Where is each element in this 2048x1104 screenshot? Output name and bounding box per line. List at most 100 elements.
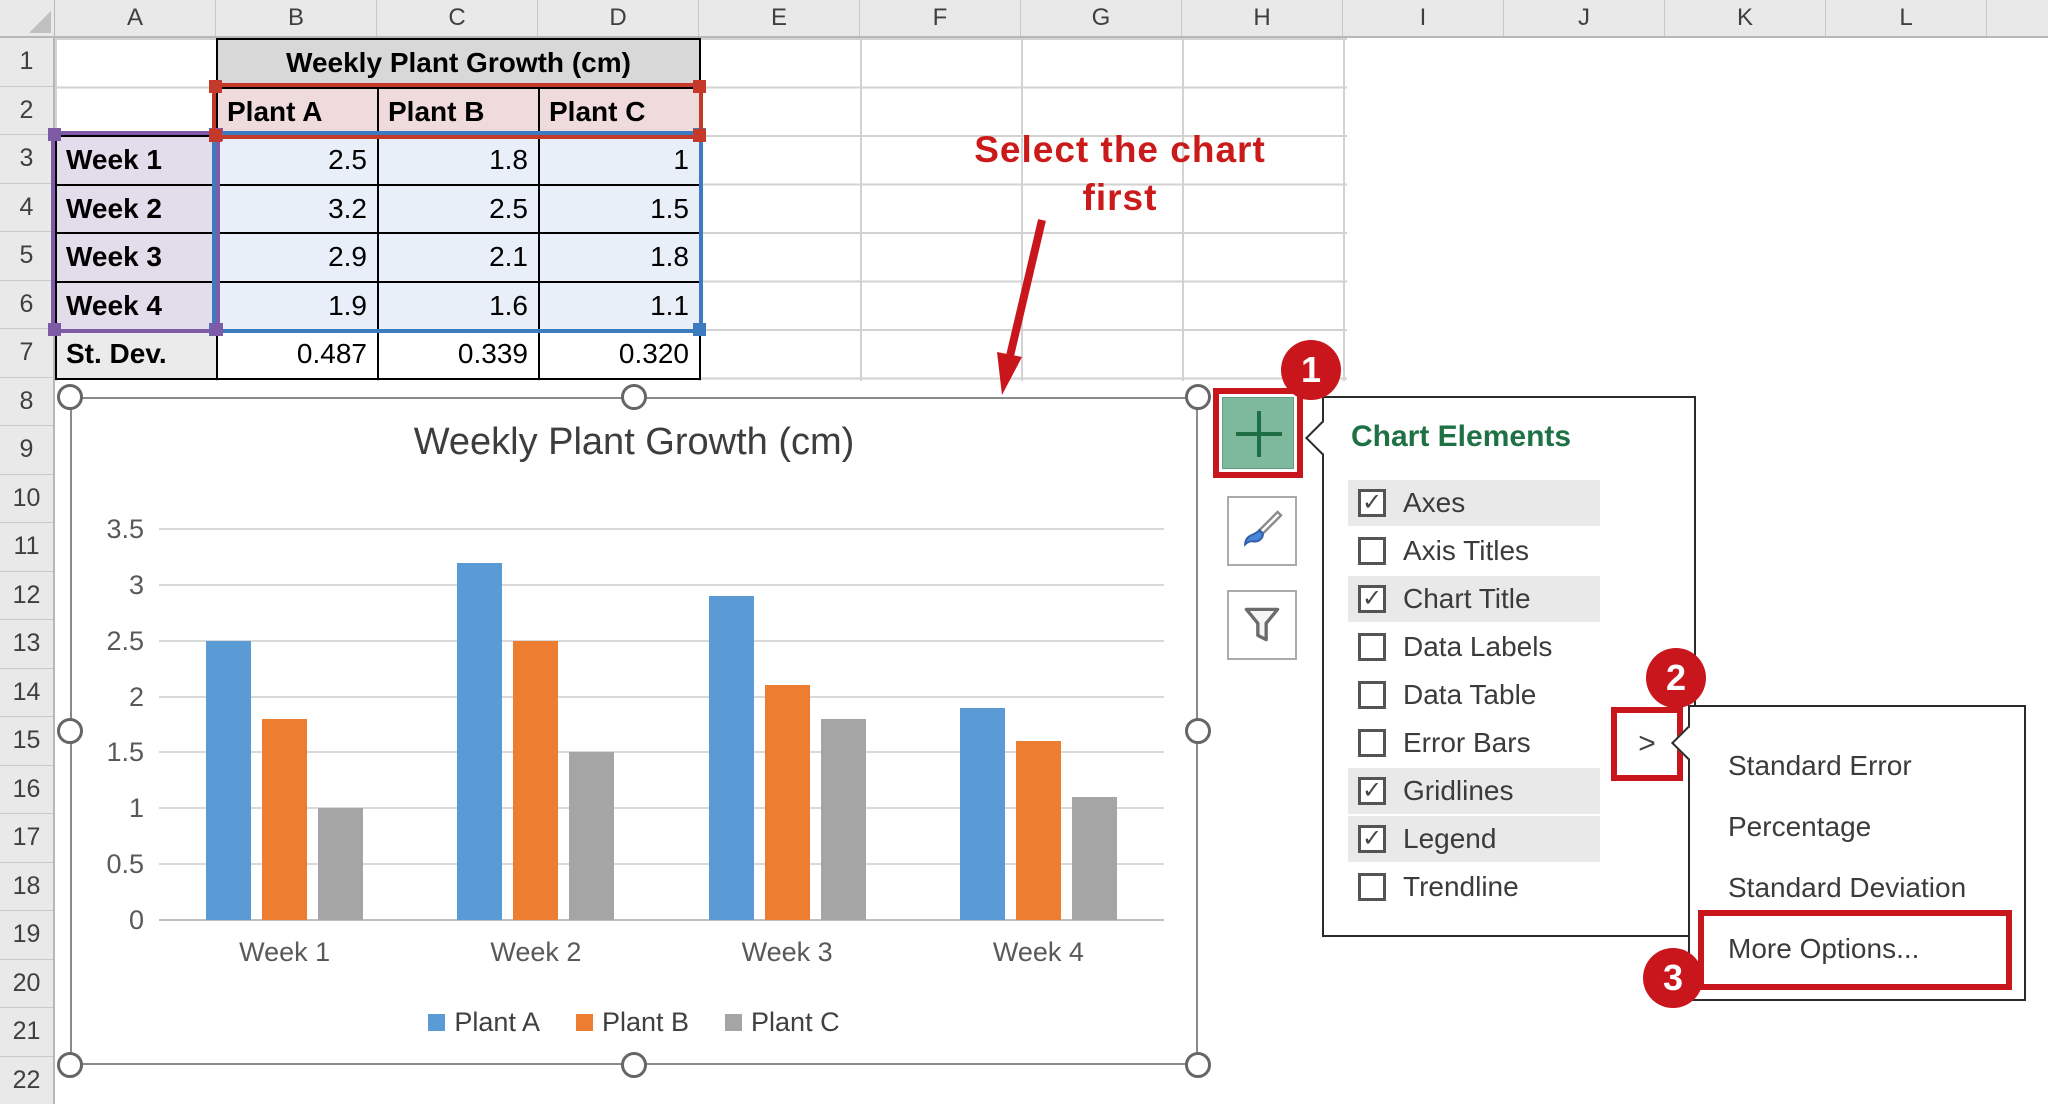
chart-selection-handle-2[interactable]	[621, 384, 647, 410]
chart-filters-button[interactable]	[1227, 590, 1297, 660]
row-header-15[interactable]: 15	[0, 717, 53, 766]
column-header-B[interactable]: B	[216, 0, 377, 36]
checkbox-legend[interactable]: ✓	[1358, 825, 1386, 853]
row-header-22[interactable]: 22	[0, 1057, 53, 1104]
chart-selection-handle-7[interactable]	[621, 1052, 647, 1078]
checkbox-chart-title[interactable]: ✓	[1358, 585, 1386, 613]
bar-plant-a-week-2[interactable]	[457, 563, 503, 920]
row-header-16[interactable]: 16	[0, 766, 53, 814]
row-header-4[interactable]: 4	[0, 184, 53, 232]
row-header-1[interactable]: 1	[0, 38, 53, 87]
chart-legend[interactable]: Plant A Plant B Plant C	[72, 1007, 1196, 1038]
column-header-G[interactable]: G	[1021, 0, 1182, 36]
cell-value-r3c3[interactable]: 1.8	[538, 232, 701, 283]
bar-plant-a-week-3[interactable]	[708, 596, 754, 920]
menu-item-axes[interactable]: ✓ Axes	[1348, 480, 1600, 526]
chart-selection-handle-1[interactable]	[57, 384, 83, 410]
row-header-19[interactable]: 19	[0, 911, 53, 960]
bar-plant-b-week-1[interactable]	[262, 719, 308, 920]
range-outline-categories-handle[interactable]	[48, 128, 61, 141]
row-header-14[interactable]: 14	[0, 669, 53, 717]
row-header-20[interactable]: 20	[0, 960, 53, 1008]
row-header-12[interactable]: 12	[0, 572, 53, 620]
menu-item-data-labels[interactable]: Data Labels	[1348, 624, 1600, 670]
chart-styles-button[interactable]	[1227, 496, 1297, 566]
checkbox-trendline[interactable]	[1358, 873, 1386, 901]
submenu-item-standard-deviation[interactable]: Standard Deviation	[1728, 872, 1967, 903]
cell-week-label-2[interactable]: Week 2	[55, 183, 218, 234]
cell-stdev-value-2[interactable]: 0.339	[377, 329, 540, 380]
checkbox-error-bars[interactable]	[1358, 729, 1386, 757]
range-outline-series-names-handle[interactable]	[693, 79, 706, 93]
submenu-item-percentage[interactable]: Percentage	[1728, 811, 1872, 842]
menu-item-legend[interactable]: ✓ Legend	[1348, 816, 1600, 862]
row-header-3[interactable]: 3	[0, 135, 53, 184]
column-header-A[interactable]: A	[55, 0, 216, 36]
cell-table-title[interactable]: Weekly Plant Growth (cm)	[216, 38, 701, 89]
menu-item-trendline[interactable]: Trendline	[1348, 864, 1600, 910]
bar-plant-c-week-2[interactable]	[569, 752, 615, 920]
row-header-17[interactable]: 17	[0, 814, 53, 863]
bar-plant-b-week-3[interactable]	[764, 685, 810, 920]
chart-elements-plus-button[interactable]	[1222, 397, 1294, 469]
cell-value-r2c2[interactable]: 2.5	[377, 183, 540, 234]
range-outline-categories-handle[interactable]	[210, 323, 223, 336]
cell-stdev-value-3[interactable]: 0.320	[538, 329, 701, 380]
chart-selection-handle-4[interactable]	[57, 718, 83, 744]
legend-item-plant-b[interactable]: Plant B	[575, 1007, 689, 1038]
select-all-corner[interactable]	[0, 0, 55, 38]
checkbox-axis-titles[interactable]	[1358, 537, 1386, 565]
range-outline-categories-handle[interactable]	[48, 323, 61, 336]
checkbox-axes[interactable]: ✓	[1358, 489, 1386, 517]
range-outline-series-names-handle[interactable]	[693, 129, 706, 142]
row-header-21[interactable]: 21	[0, 1008, 53, 1057]
chart-selection-handle-8[interactable]	[1185, 1052, 1211, 1078]
menu-item-axis-titles[interactable]: Axis Titles	[1348, 528, 1600, 574]
column-header-D[interactable]: D	[538, 0, 699, 36]
row-header-5[interactable]: 5	[0, 232, 53, 281]
bar-plant-b-week-2[interactable]	[513, 641, 559, 920]
row-header-2[interactable]: 2	[0, 87, 53, 135]
menu-item-gridlines[interactable]: ✓ Gridlines	[1348, 768, 1600, 814]
bar-plant-b-week-4[interactable]	[1015, 741, 1061, 920]
bar-plant-c-week-4[interactable]	[1071, 797, 1117, 920]
legend-item-plant-c[interactable]: Plant C	[725, 1007, 840, 1038]
row-header-13[interactable]: 13	[0, 620, 53, 669]
row-header-10[interactable]: 10	[0, 475, 53, 523]
checkbox-gridlines[interactable]: ✓	[1358, 777, 1386, 805]
cell-value-r2c1[interactable]: 3.2	[216, 183, 379, 234]
chart-title[interactable]: Weekly Plant Growth (cm)	[413, 421, 855, 463]
row-header-11[interactable]: 11	[0, 523, 53, 572]
range-outline-series-names-handle[interactable]	[209, 129, 222, 142]
bar-plant-a-week-1[interactable]	[206, 641, 252, 920]
row-header-8[interactable]: 8	[0, 378, 53, 426]
cell-week-label-3[interactable]: Week 3	[55, 232, 218, 283]
column-header-I[interactable]: I	[1343, 0, 1504, 36]
column-header-J[interactable]: J	[1504, 0, 1665, 36]
row-header-7[interactable]: 7	[0, 329, 53, 378]
checkbox-data-table[interactable]	[1358, 681, 1386, 709]
submenu-item-standard-error[interactable]: Standard Error	[1728, 750, 1912, 781]
row-header-9[interactable]: 9	[0, 426, 53, 475]
chart-area[interactable]: Weekly Plant Growth (cm) 3.5 3 2.5 2 1.5 1 0.5…	[70, 397, 1198, 1065]
bar-plant-c-week-3[interactable]	[820, 719, 866, 920]
cell-stdev-label[interactable]: St. Dev.	[55, 329, 218, 380]
chart-selection-handle-3[interactable]	[1185, 384, 1211, 410]
bar-plant-c-week-1[interactable]	[318, 808, 364, 920]
chart-selection-handle-5[interactable]	[1185, 718, 1211, 744]
submenu-item-more-options[interactable]: More Options...	[1728, 933, 1920, 964]
cell-series-header-1[interactable]: Plant A	[216, 86, 379, 137]
column-header-F[interactable]: F	[860, 0, 1021, 36]
legend-item-plant-a[interactable]: Plant A	[428, 1007, 540, 1038]
checkbox-data-labels[interactable]	[1358, 633, 1386, 661]
cell-value-r3c1[interactable]: 2.9	[216, 232, 379, 283]
column-header-L[interactable]: L	[1826, 0, 1987, 36]
cell-stdev-value-1[interactable]: 0.487	[216, 329, 379, 380]
menu-item-error-bars[interactable]: Error Bars	[1348, 720, 1600, 766]
row-header-6[interactable]: 6	[0, 281, 53, 329]
column-header-E[interactable]: E	[699, 0, 860, 36]
column-header-H[interactable]: H	[1182, 0, 1343, 36]
column-header-K[interactable]: K	[1665, 0, 1826, 36]
range-outline-values-handle[interactable]	[693, 323, 706, 336]
flyout-arrow-icon[interactable]: >	[1638, 727, 1656, 760]
